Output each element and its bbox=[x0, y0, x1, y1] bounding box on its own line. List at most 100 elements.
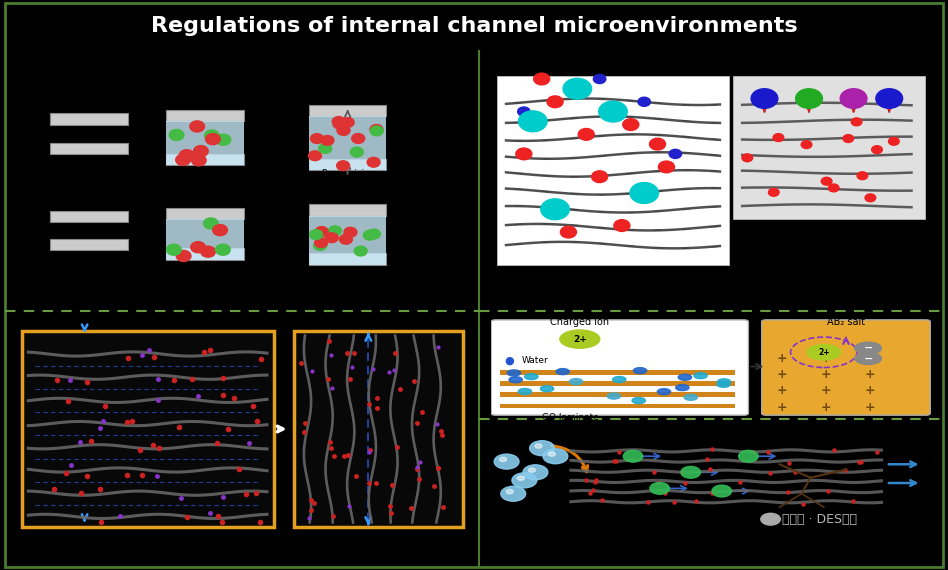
Circle shape bbox=[608, 393, 621, 399]
Circle shape bbox=[530, 441, 555, 455]
Circle shape bbox=[494, 454, 519, 469]
Circle shape bbox=[761, 514, 780, 525]
Bar bbox=[167, 249, 245, 260]
Bar bbox=[500, 404, 735, 408]
Bar bbox=[50, 239, 128, 250]
Circle shape bbox=[678, 374, 691, 380]
Circle shape bbox=[821, 177, 832, 185]
Circle shape bbox=[578, 128, 594, 140]
Text: +: + bbox=[776, 401, 787, 414]
Circle shape bbox=[556, 369, 570, 374]
Circle shape bbox=[871, 146, 883, 153]
Text: +: + bbox=[866, 368, 876, 381]
Bar bbox=[22, 331, 274, 527]
Bar bbox=[309, 205, 387, 216]
Circle shape bbox=[524, 373, 538, 380]
Circle shape bbox=[773, 133, 784, 141]
Circle shape bbox=[593, 75, 606, 84]
Circle shape bbox=[325, 233, 338, 243]
Circle shape bbox=[339, 234, 353, 244]
Text: +: + bbox=[821, 401, 831, 414]
Circle shape bbox=[876, 89, 902, 108]
Circle shape bbox=[614, 219, 629, 231]
Circle shape bbox=[717, 381, 730, 388]
Circle shape bbox=[519, 389, 532, 394]
Text: +: + bbox=[776, 368, 787, 381]
Circle shape bbox=[310, 230, 322, 239]
Circle shape bbox=[212, 225, 228, 235]
Circle shape bbox=[206, 133, 220, 145]
Circle shape bbox=[170, 129, 184, 141]
Circle shape bbox=[215, 244, 230, 255]
Circle shape bbox=[204, 218, 218, 229]
Circle shape bbox=[506, 490, 513, 494]
Circle shape bbox=[500, 457, 506, 462]
Circle shape bbox=[632, 397, 646, 404]
Circle shape bbox=[676, 385, 689, 390]
Circle shape bbox=[528, 468, 536, 473]
FancyBboxPatch shape bbox=[761, 320, 930, 415]
Bar bbox=[309, 216, 387, 264]
Circle shape bbox=[509, 377, 522, 383]
Circle shape bbox=[612, 376, 626, 382]
Circle shape bbox=[543, 449, 568, 464]
Circle shape bbox=[205, 130, 219, 141]
Text: ●: ● bbox=[504, 356, 514, 365]
Circle shape bbox=[540, 199, 570, 219]
Circle shape bbox=[311, 134, 323, 144]
Bar bbox=[500, 370, 735, 374]
Circle shape bbox=[570, 378, 583, 385]
Circle shape bbox=[855, 352, 882, 364]
Circle shape bbox=[843, 135, 853, 142]
Circle shape bbox=[592, 171, 608, 182]
Circle shape bbox=[308, 151, 321, 161]
Circle shape bbox=[684, 394, 698, 400]
Circle shape bbox=[855, 342, 882, 355]
Text: +: + bbox=[821, 368, 831, 381]
Text: Regulations of internal channel microenvironments: Regulations of internal channel microenv… bbox=[151, 15, 797, 36]
Bar bbox=[167, 219, 245, 260]
Circle shape bbox=[518, 476, 524, 481]
Circle shape bbox=[659, 161, 674, 173]
Bar bbox=[167, 154, 245, 165]
Circle shape bbox=[501, 486, 526, 501]
Circle shape bbox=[191, 155, 206, 166]
Text: 2+: 2+ bbox=[573, 335, 587, 344]
Bar bbox=[309, 253, 387, 264]
Circle shape bbox=[518, 107, 530, 116]
Circle shape bbox=[801, 141, 811, 149]
Circle shape bbox=[167, 244, 181, 255]
Circle shape bbox=[681, 466, 701, 478]
Circle shape bbox=[190, 121, 205, 132]
Circle shape bbox=[560, 226, 576, 238]
Circle shape bbox=[623, 119, 639, 131]
Circle shape bbox=[865, 194, 876, 202]
Circle shape bbox=[332, 116, 345, 127]
Circle shape bbox=[175, 154, 191, 165]
Bar bbox=[497, 76, 729, 264]
Text: Charged ion: Charged ion bbox=[550, 317, 610, 327]
Circle shape bbox=[179, 150, 194, 161]
Text: Coordination: Coordination bbox=[600, 274, 688, 288]
Text: +: + bbox=[776, 384, 787, 397]
Text: +: + bbox=[821, 352, 831, 365]
Circle shape bbox=[650, 482, 669, 494]
Circle shape bbox=[519, 111, 547, 132]
Text: +: + bbox=[866, 352, 876, 365]
Text: −: − bbox=[864, 353, 873, 364]
Circle shape bbox=[355, 246, 367, 256]
Circle shape bbox=[535, 444, 542, 448]
Circle shape bbox=[769, 189, 779, 196]
Text: +: + bbox=[866, 384, 876, 397]
Circle shape bbox=[176, 250, 191, 262]
Circle shape bbox=[633, 368, 647, 374]
Circle shape bbox=[316, 227, 328, 237]
Circle shape bbox=[512, 473, 537, 488]
Circle shape bbox=[534, 73, 550, 85]
Circle shape bbox=[540, 386, 554, 392]
Bar bbox=[734, 76, 925, 219]
Circle shape bbox=[523, 465, 548, 480]
Bar bbox=[500, 393, 735, 397]
Bar bbox=[167, 207, 245, 219]
Text: ion: ion bbox=[11, 133, 27, 142]
